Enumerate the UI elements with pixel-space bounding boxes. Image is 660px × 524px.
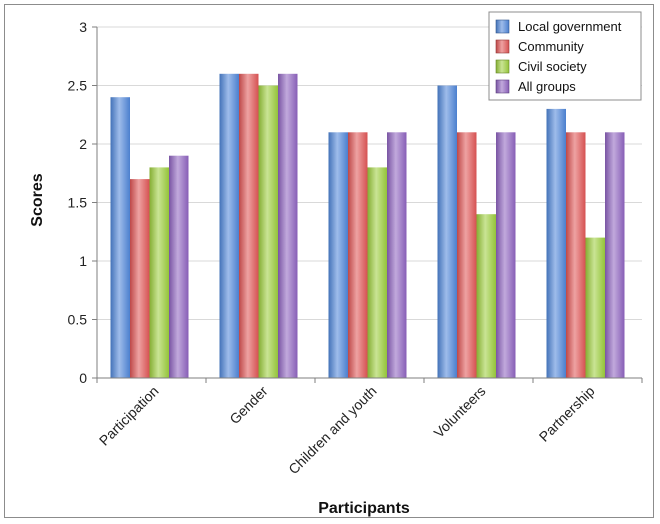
bar-all-groups-children-and-youth bbox=[387, 132, 407, 378]
legend-label: Community bbox=[518, 39, 584, 54]
y-tick-label: 1.5 bbox=[68, 195, 88, 211]
bar-community-participation bbox=[130, 179, 150, 378]
bar-civil-society-volunteers bbox=[476, 214, 496, 378]
x-tick-label: Gender bbox=[226, 383, 271, 428]
bar-local-government-children-and-youth bbox=[328, 132, 348, 378]
bar-all-groups-gender bbox=[278, 73, 298, 379]
bar-community-children-and-youth bbox=[348, 132, 368, 378]
bar-local-government-participation bbox=[110, 97, 130, 378]
y-tick-labels: 0 0.5 1 1.5 2 2.5 3 bbox=[68, 19, 88, 386]
y-tick-label: 2 bbox=[79, 136, 87, 152]
bar-community-volunteers bbox=[457, 132, 477, 378]
y-tick-label: 0 bbox=[79, 370, 87, 386]
bar-civil-society-participation bbox=[149, 167, 169, 378]
x-axis-title: Participants bbox=[318, 500, 410, 517]
x-tick-label: Partnership bbox=[536, 383, 598, 445]
legend-swatch bbox=[495, 79, 510, 94]
bar-community-gender bbox=[239, 73, 259, 379]
y-tick-label: 0.5 bbox=[68, 312, 88, 328]
legend-swatch bbox=[495, 59, 510, 74]
legend-swatch bbox=[495, 19, 510, 34]
bar-civil-society-children-and-youth bbox=[367, 167, 387, 378]
legend-label: All groups bbox=[518, 79, 576, 94]
x-tick-label: Children and youth bbox=[285, 383, 379, 477]
legend-label: Civil society bbox=[518, 59, 587, 74]
y-tick-label: 2.5 bbox=[68, 78, 88, 94]
legend: Local government Community Civil society Al… bbox=[488, 11, 642, 101]
axes bbox=[92, 26, 643, 383]
y-axis-title: Scores bbox=[29, 173, 46, 226]
bar-local-government-gender bbox=[219, 73, 239, 379]
bar-all-groups-participation bbox=[169, 155, 189, 378]
bar-local-government-volunteers bbox=[437, 85, 457, 378]
legend-box bbox=[488, 11, 642, 101]
bar-all-groups-partnership bbox=[605, 132, 625, 378]
x-tick-label: Participation bbox=[96, 383, 162, 449]
y-tick-label: 1 bbox=[79, 253, 87, 269]
bar-all-groups-volunteers bbox=[496, 132, 516, 378]
x-tick-labels: Participation Gender Children and youth Vol… bbox=[96, 383, 598, 478]
x-tick-label: Volunteers bbox=[431, 383, 489, 441]
bars bbox=[110, 73, 625, 379]
bar-civil-society-gender bbox=[258, 85, 278, 378]
bar-community-partnership bbox=[566, 132, 586, 378]
legend-label: Local government bbox=[518, 19, 622, 34]
bar-civil-society-partnership bbox=[585, 237, 605, 378]
bar-local-government-partnership bbox=[546, 108, 566, 379]
legend-swatch bbox=[495, 39, 510, 54]
y-tick-label: 3 bbox=[79, 19, 87, 35]
